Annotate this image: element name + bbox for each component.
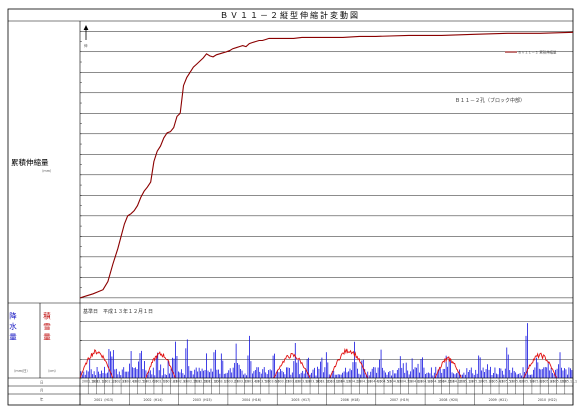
x-tick-label: 2005.8.1: [530, 380, 544, 384]
year-label: 2004（H16）: [242, 397, 263, 402]
x-tick-label: 2003.2.1: [225, 380, 239, 384]
x-tick-label: 2004.4.1: [367, 380, 381, 384]
snow-unit: （cm）: [46, 368, 58, 373]
x-tick-label: 2004.7.1: [398, 380, 412, 384]
x-tick-label: 2002.8.1: [164, 380, 178, 384]
x-tick-label: 2002.12.1: [204, 380, 220, 384]
x-tick-label: 2005.2.1: [469, 380, 483, 384]
year-label: 2009（H21）: [489, 397, 510, 402]
snow-depth-line: [79, 347, 558, 379]
legend-label: ＢＶ１１－２ 累積伸縮量: [518, 50, 557, 55]
x-tick-label: 2004.11.1: [439, 380, 455, 384]
x-tick-label: 2004.1.1: [337, 380, 351, 384]
x-tick-label: 2005.7.1: [520, 380, 534, 384]
x-tick-label: 2003.6.1: [265, 380, 279, 384]
year-label: 2006（H18）: [341, 397, 362, 402]
x-tick-label: 2004.9.1: [418, 380, 432, 384]
x-tick-label: 2003.5.1: [255, 380, 269, 384]
arrow-label: 伸: [84, 43, 88, 48]
snow-label: 積雪量: [42, 311, 51, 344]
x-tick-label: 2005.6.1: [510, 380, 524, 384]
x-tick-label: 2002.3.1: [113, 380, 127, 384]
year-label: 2010（H22）: [538, 397, 559, 402]
x-tick-label: 2002.6.1: [143, 380, 157, 384]
x-tick-label: 2004.8.1: [408, 380, 422, 384]
x-tick-label: 2001.12.1: [82, 380, 98, 384]
x-tick-label: 2003.9.1: [296, 380, 310, 384]
x-tick-label: 2005.1.1: [459, 380, 473, 384]
precip-unit: （mm/日）: [12, 368, 30, 373]
precip-label: 降水量: [8, 311, 17, 344]
x-tick-label: 2005.5.1: [500, 380, 514, 384]
x-tick-label: 2005.3.1: [479, 380, 493, 384]
row-label-month: 月: [40, 389, 43, 393]
chart-title: ＢＶ１１－２縦型伸縮計変動図: [220, 10, 360, 20]
x-tick-label: 2003.1.1: [214, 380, 228, 384]
x-tick-label: 2003.4.1: [245, 380, 259, 384]
year-cells: 2001（H13） 2002（H14） 2003（H15） 2004（H16） 2005…: [79, 394, 574, 405]
legend: ＢＶ１１－２ 累積伸縮量: [505, 50, 557, 55]
date-cells: [79, 378, 574, 394]
x-tick-label: 2005.9.1: [540, 380, 554, 384]
x-tick-label: 2002.5.1: [133, 380, 147, 384]
x-tick-label: 2002.7.1: [153, 380, 167, 384]
year-label: 2008（H20）: [439, 397, 460, 402]
x-tick-label: 2004.3.1: [357, 380, 371, 384]
outer-border: [7, 8, 574, 406]
upper-y-ticks: [80, 31, 82, 299]
year-label: 2005（H17）: [291, 397, 312, 402]
x-tick-label: 2002.10.1: [184, 380, 200, 384]
year-label: 2007（H19）: [390, 397, 411, 402]
x-tick-label: 2004.12.1: [449, 380, 465, 384]
x-tick-label: 2005.4.1: [490, 380, 504, 384]
x-tick-label: 2005.11.1: [561, 380, 577, 384]
x-tick-label: 2002.9.1: [174, 380, 188, 384]
series-line-cumulative: [79, 31, 574, 299]
x-tick-label: 2003.8.1: [286, 380, 300, 384]
borehole-annotation: Ｂ１１－２孔（ブロック中部）: [455, 97, 525, 104]
x-tick-label: 2003.3.1: [235, 380, 249, 384]
year-label: 2002（H14）: [143, 397, 164, 402]
x-tick-label: 2003.11.1: [316, 380, 332, 384]
row-label-year: 年: [40, 397, 44, 402]
x-tick-label: 2004.5.1: [377, 380, 391, 384]
x-tick-label: 2003.7.1: [276, 380, 290, 384]
x-tick-label: 2002.4.1: [123, 380, 137, 384]
x-tick-label: 2004.10.1: [428, 380, 444, 384]
upper-ylabel-unit: （mm）: [40, 168, 53, 173]
up-arrow-icon: [83, 25, 89, 40]
x-tick-label: 2003.12.1: [327, 380, 343, 384]
x-tick-labels: 2001.12.12002.1.12002.2.12002.3.12002.4.…: [82, 380, 577, 384]
x-tick-label: 2004.6.1: [388, 380, 402, 384]
x-tick-label: 2003.10.1: [306, 380, 322, 384]
x-tick-label: 2005.10.1: [551, 380, 567, 384]
year-label: 2003（H15）: [193, 397, 214, 402]
upper-ylabel: 累積伸縮量: [11, 157, 49, 167]
precip-bars: [80, 323, 573, 378]
start-note: 基準日 平成１３年１２月１日: [83, 308, 153, 315]
year-label: 2001（H13）: [94, 397, 115, 402]
x-tick-label: 2004.2.1: [347, 380, 361, 384]
x-tick-label: 2002.1.1: [92, 380, 106, 384]
x-tick-label: 2002.2.1: [102, 380, 116, 384]
row-label-day: 日: [40, 381, 43, 385]
x-tick-label: 2002.11.1: [194, 380, 210, 384]
upper-grid: [80, 31, 573, 299]
